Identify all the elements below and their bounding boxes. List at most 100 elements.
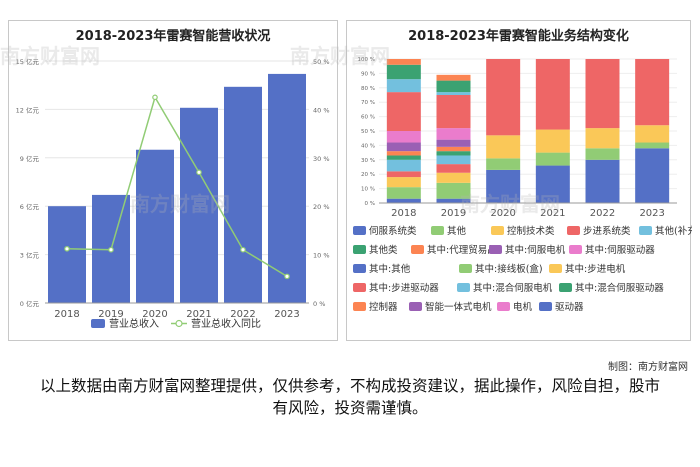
legend-label: 其中:步进驱动器 xyxy=(369,282,439,294)
y-tick-label: 30 % xyxy=(361,158,375,164)
y-tick-label-left: 0 亿元 xyxy=(20,299,40,308)
stack-segment xyxy=(386,159,421,172)
legend-label: 控制器 xyxy=(369,301,398,313)
y-tick-label: 40 % xyxy=(361,143,375,149)
y-tick-label: 20 % xyxy=(361,172,375,178)
stack-segment xyxy=(386,151,421,156)
legend-label: 其中:伺服驱动器 xyxy=(585,244,655,256)
x-tick-label: 2021 xyxy=(186,309,211,320)
revenue-chart: 0 亿元 3 亿元 6 亿元 9 亿元 12 亿元 15 亿元 0 % 10 % 20 % 30 … xyxy=(16,57,330,330)
legend-swatch xyxy=(489,245,502,254)
stack-segment xyxy=(535,152,570,166)
stack-segment xyxy=(436,128,471,140)
y-tick-label-left: 15 亿元 xyxy=(16,57,40,66)
y-tick-label-right: 10 % xyxy=(313,252,330,260)
legend-swatch xyxy=(539,302,552,311)
legend-swatch xyxy=(353,264,366,273)
legend-label: 其他 xyxy=(447,225,467,237)
stack-segment xyxy=(436,198,471,203)
yoy-line xyxy=(66,95,288,278)
stack-segment xyxy=(436,74,471,81)
y-tick-label-right: 0 % xyxy=(313,300,325,308)
legend-swatch xyxy=(353,245,366,254)
x-tick-label: 2018 xyxy=(54,309,79,320)
stack-segment xyxy=(386,198,421,203)
stack-segment xyxy=(486,59,521,136)
revenue-bar xyxy=(180,107,218,303)
y-tick-label-right: 30 % xyxy=(313,155,330,163)
structure-chart-panel: 2018-2023年雷赛智能业务结构变化 0 % 10 % 20 % 30 % 40 %… xyxy=(346,20,692,341)
stack-segment xyxy=(436,151,471,156)
legend-label: 伺服系统类 xyxy=(369,225,417,237)
stack-segment xyxy=(386,131,421,143)
legend-swatch xyxy=(491,226,504,235)
revenue-chart-panel: 2018-2023年雷赛智能营收状况 0 亿元 3 亿元 6 亿元 9 亿元 12 亿元… xyxy=(8,20,338,341)
y-tick-label-left: 3 亿元 xyxy=(20,251,40,260)
stack-segment xyxy=(585,148,620,160)
legend-label: 电机 xyxy=(513,301,533,313)
stack-segment xyxy=(386,177,421,188)
stack-segment xyxy=(386,171,421,178)
stack-segment xyxy=(535,165,570,203)
stack-segment xyxy=(386,142,421,152)
stack-segment xyxy=(585,159,620,203)
legend-swatch xyxy=(353,302,366,311)
stack-segment xyxy=(585,128,620,149)
chart-credit: 制图：南方财富网 xyxy=(608,362,688,373)
y-tick-label: 0 % xyxy=(365,201,375,207)
stack-segment xyxy=(635,142,670,149)
legend-swatch xyxy=(567,226,580,235)
y-tick-label: 80 % xyxy=(361,86,375,92)
y-tick-label-left: 9 亿元 xyxy=(20,154,40,163)
revenue-bar xyxy=(224,86,262,304)
legend-swatch xyxy=(639,226,652,235)
legend-swatch xyxy=(431,226,444,235)
revenue-bar xyxy=(268,73,306,303)
revenue-chart-title: 2018-2023年雷赛智能营收状况 xyxy=(75,29,271,44)
stack-segment xyxy=(535,129,570,153)
stack-segment xyxy=(436,182,471,199)
y-tick-label: 70 % xyxy=(361,100,375,106)
legend-swatch xyxy=(353,283,366,292)
disclaimer-text: 以上数据由南方财富网整理提供，仅供参考，不构成投资建议，据此操作，风险自担，股市… xyxy=(40,377,661,417)
legend-label: 驱动器 xyxy=(555,302,584,313)
stack-segment xyxy=(535,59,570,130)
stack-segment xyxy=(635,59,670,126)
stack-segment xyxy=(436,139,471,147)
structure-chart: 0 % 10 % 20 % 30 % 40 % 50 % 60 % 70 % 80 % 90 % 1… xyxy=(353,57,692,313)
stack-segment xyxy=(436,155,471,165)
legend-label: 其中:混合伺服电机 xyxy=(473,282,553,294)
stack-segment xyxy=(635,148,670,203)
stack-segment xyxy=(486,169,521,203)
stack-segment xyxy=(436,80,471,93)
x-tick-label: 2020 xyxy=(142,309,167,320)
legend-swatch xyxy=(549,264,562,273)
legend-label-yoy: 营业总收入同比 xyxy=(191,317,261,330)
legend-swatch-revenue xyxy=(91,319,105,328)
y-tick-label-right: 50 % xyxy=(313,58,330,66)
revenue-bar xyxy=(48,206,86,303)
legend-swatch xyxy=(353,226,366,235)
legend-label: 其他(补充) xyxy=(655,225,692,237)
legend-swatch xyxy=(459,264,472,273)
y-tick-label: 90 % xyxy=(361,71,375,77)
yoy-point xyxy=(108,246,114,253)
y-tick-label: 100 % xyxy=(358,57,375,63)
structure-chart-title: 2018-2023年雷赛智能业务结构变化 xyxy=(408,29,629,44)
yoy-point xyxy=(284,273,290,280)
x-tick-label: 2023 xyxy=(639,208,664,219)
stack-segment xyxy=(436,164,471,173)
yoy-point xyxy=(64,245,70,252)
stack-segment xyxy=(585,59,620,129)
legend-swatch xyxy=(409,302,422,311)
stack-segment xyxy=(386,92,421,131)
stack-segment xyxy=(436,146,471,152)
x-tick-label: 2019 xyxy=(441,208,466,219)
legend-label: 其中:代理贸易品 xyxy=(427,244,497,256)
legend-label: 步进系统类 xyxy=(583,225,631,237)
stack-segment xyxy=(436,95,471,129)
legend-swatch-yoy-marker xyxy=(175,319,183,328)
legend-swatch xyxy=(559,283,572,292)
stack-segment xyxy=(386,64,421,80)
x-tick-label: 2019 xyxy=(98,309,123,320)
